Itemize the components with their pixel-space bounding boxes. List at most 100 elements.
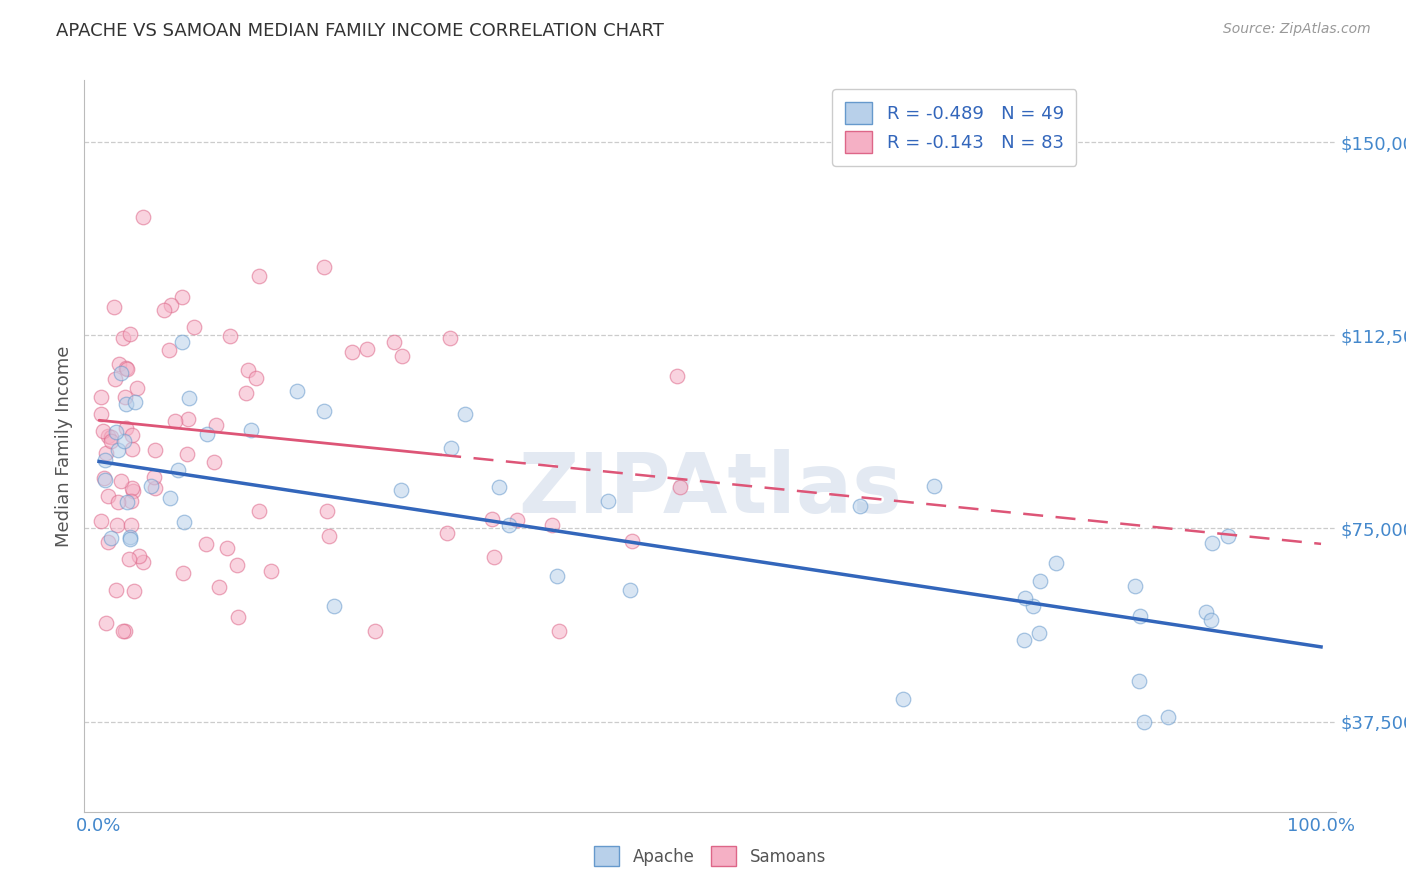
Point [506,513,529,527]
Point [143,469,166,483]
Point [194,537,217,551]
Point [356,342,378,356]
Point [183,320,205,334]
Point [107,495,129,509]
Point [1029,574,1052,588]
Point [132,210,155,224]
Point [94,453,117,467]
Point [172,334,194,349]
Point [143,443,166,458]
Point [100,434,122,448]
Point [318,529,340,543]
Point [391,349,413,363]
Point [340,345,363,359]
Point [621,533,644,548]
Point [108,358,131,372]
Point [498,518,520,533]
Point [219,328,242,343]
Legend: Apache, Samoans: Apache, Samoans [588,839,832,873]
Point [1128,673,1150,688]
Point [97,428,120,442]
Point [114,421,136,435]
Point [114,624,136,639]
Point [208,580,231,594]
Point [619,583,641,598]
Text: APACHE VS SAMOAN MEDIAN FAMILY INCOME CORRELATION CHART: APACHE VS SAMOAN MEDIAN FAMILY INCOME CO… [56,22,664,40]
Point [112,434,135,449]
Point [245,371,267,385]
Point [247,504,270,518]
Point [1129,609,1152,624]
Text: Source: ZipAtlas.com: Source: ZipAtlas.com [1223,22,1371,37]
Point [114,361,136,376]
Point [121,481,143,495]
Point [103,300,125,314]
Point [170,290,193,304]
Point [157,343,180,357]
Point [105,425,128,439]
Point [112,624,135,639]
Point [115,495,138,509]
Point [165,413,187,427]
Point [90,407,112,421]
Point [1201,536,1223,550]
Point [118,532,141,546]
Point [1216,529,1239,543]
Point [93,424,115,438]
Point [121,442,143,456]
Point [454,407,477,421]
Point [121,427,143,442]
Point [547,624,569,639]
Point [204,455,226,469]
Point [382,334,405,349]
Point [125,380,148,394]
Point [316,504,339,518]
Point [120,326,142,341]
Point [110,366,132,380]
Point [90,390,112,404]
Point [112,331,135,345]
Point [120,518,142,533]
Point [322,599,344,614]
Point [668,480,690,494]
Point [96,446,118,460]
Point [114,397,136,411]
Point [235,386,257,401]
Point [172,566,194,581]
Point [104,372,127,386]
Point [132,555,155,569]
Point [226,610,249,624]
Point [440,441,463,455]
Point [128,549,150,564]
Point [891,691,914,706]
Point [541,518,564,533]
Point [97,489,120,503]
Point [105,582,128,597]
Point [849,499,872,513]
Text: ZIPAtlas: ZIPAtlas [517,450,903,531]
Point [143,482,166,496]
Point [666,369,689,384]
Point [120,494,142,508]
Point [100,531,122,545]
Point [93,470,115,484]
Point [1028,626,1050,640]
Point [236,362,259,376]
Point [100,430,122,444]
Point [481,512,503,526]
Point [389,483,412,497]
Point [596,494,619,508]
Point [94,616,117,631]
Point [177,391,200,405]
Point [1133,714,1156,729]
Point [1199,613,1222,627]
Point [159,491,181,505]
Point [1045,557,1067,571]
Point [312,404,335,418]
Point [546,569,568,583]
Point [124,583,146,598]
Point [204,418,226,433]
Point [215,541,238,555]
Point [107,442,129,457]
Point [153,303,176,318]
